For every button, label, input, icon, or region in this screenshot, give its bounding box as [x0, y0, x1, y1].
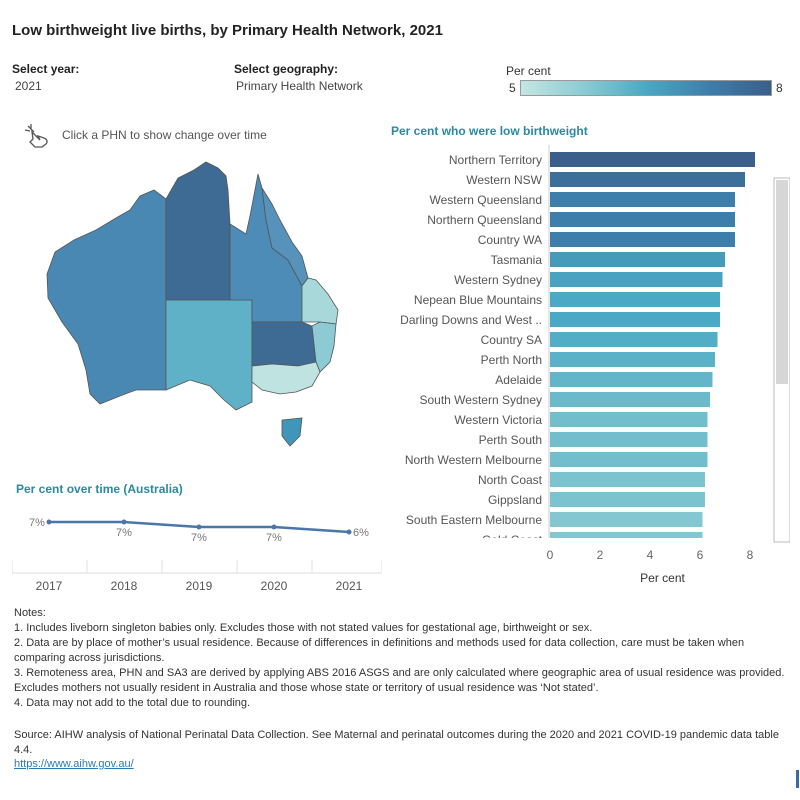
scrollbar-thumb[interactable] — [776, 180, 788, 384]
edge-marker — [796, 770, 799, 788]
bar-category-label: South Eastern Melbourne — [406, 513, 542, 527]
bar[interactable] — [550, 272, 723, 287]
bar[interactable] — [550, 192, 735, 207]
x-tick-label: 2 — [597, 548, 604, 562]
ts-data-label: 7% — [266, 532, 282, 544]
page-title: Low birthweight live births, by Primary … — [12, 22, 443, 39]
bar[interactable] — [550, 212, 735, 227]
legend-min-label: 5 — [509, 81, 516, 95]
hint-text: Click a PHN to show change over time — [62, 128, 267, 142]
bar[interactable] — [550, 312, 720, 327]
map-region-nsw-west[interactable] — [251, 321, 317, 367]
bar[interactable] — [550, 232, 735, 247]
bar[interactable] — [550, 492, 705, 507]
bar-category-label: Gippsland — [488, 493, 542, 507]
bar[interactable] — [550, 512, 703, 527]
map-region-nt[interactable] — [165, 161, 231, 301]
bar-category-label: Nepean Blue Mountains — [414, 293, 542, 307]
map-region-vic[interactable] — [251, 361, 321, 395]
bar-category-label: Western NSW — [466, 173, 542, 187]
note-item: 4. Data may not add to the total due to … — [14, 697, 251, 709]
notes: Notes: 1. Includes liveborn singleton ba… — [14, 606, 794, 711]
bar-category-label: North Western Melbourne — [405, 453, 543, 467]
ts-point[interactable] — [271, 524, 277, 530]
source-text: Source: AIHW analysis of National Perina… — [14, 729, 779, 756]
ts-data-label: 7% — [29, 517, 45, 529]
bar-chart-title: Per cent who were low birthweight — [391, 124, 588, 138]
ts-year-label: 2019 — [186, 579, 213, 593]
ts-data-label: 7% — [116, 527, 132, 539]
geography-filter-label: Select geography: — [234, 62, 339, 76]
bar[interactable] — [550, 152, 755, 167]
ts-year-label: 2021 — [336, 579, 363, 593]
bar-category-label: Country SA — [481, 333, 542, 347]
ts-point[interactable] — [46, 519, 52, 525]
bar-category-label: Darling Downs and West .. — [400, 313, 542, 327]
map-region-sa[interactable] — [165, 299, 253, 411]
year-filter-label: Select year: — [12, 62, 80, 76]
australia-phn-map[interactable] — [40, 150, 360, 450]
bar-category-label: Western Victoria — [454, 413, 542, 427]
geography-filter-select[interactable]: Primary Health Network — [236, 79, 363, 93]
note-item: 1. Includes liveborn singleton babies on… — [14, 622, 593, 634]
bar[interactable] — [550, 172, 745, 187]
bar-category-label: Tasmania — [491, 253, 543, 267]
bar-category-label: Northern Territory — [449, 153, 542, 167]
ts-year-label: 2020 — [261, 579, 288, 593]
legend-title: Per cent — [506, 64, 551, 78]
x-axis-label: Per cent — [640, 571, 685, 585]
bar[interactable] — [550, 432, 708, 447]
bar[interactable] — [550, 352, 715, 367]
bar[interactable] — [550, 412, 708, 427]
ts-year-label: 2017 — [36, 579, 63, 593]
x-tick-label: 6 — [697, 548, 704, 562]
notes-heading: Notes: — [14, 607, 46, 619]
bar[interactable] — [550, 372, 713, 387]
bar-category-label: Gold Coast — [482, 533, 543, 547]
bar[interactable] — [550, 532, 703, 547]
note-item: 2. Data are by place of mother’s usual r… — [14, 637, 745, 664]
bar[interactable] — [550, 392, 710, 407]
bar[interactable] — [550, 332, 718, 347]
bar-category-label: Adelaide — [495, 373, 542, 387]
x-tick-label: 4 — [647, 548, 654, 562]
bar[interactable] — [550, 292, 720, 307]
map-region-tas[interactable] — [281, 417, 303, 447]
bar-category-label: Northern Queensland — [427, 213, 542, 227]
x-tick-label: 0 — [547, 548, 554, 562]
map-region-wa[interactable] — [46, 189, 167, 405]
ts-year-label: 2018 — [111, 579, 138, 593]
ts-point[interactable] — [346, 529, 352, 535]
low-birthweight-bar-chart[interactable]: Northern Territory Western NSW Western Que… — [385, 145, 790, 595]
time-series-line-chart: 7% 7% 7% 7% 6% 2017 2018 2019 2020 2021 — [12, 517, 382, 593]
bar-category-label: Perth South — [479, 433, 542, 447]
bar-category-label: North Coast — [478, 473, 543, 487]
aihw-link[interactable]: https://www.aihw.gov.au/ — [14, 758, 134, 770]
ts-point[interactable] — [121, 519, 127, 525]
bar-category-label: Western Queensland — [429, 193, 542, 207]
legend-max-label: 8 — [776, 81, 783, 95]
note-item: 3. Remoteness area, PHN and SA3 are deri… — [14, 667, 785, 694]
ts-data-label: 7% — [191, 532, 207, 544]
hand-pointer-icon — [24, 124, 48, 148]
ts-point[interactable] — [196, 524, 202, 530]
bar-category-label: Perth North — [481, 353, 542, 367]
bar[interactable] — [550, 252, 725, 267]
bar-category-label: South Western Sydney — [419, 393, 542, 407]
map-region-qld-east[interactable] — [301, 277, 339, 325]
bar[interactable] — [550, 472, 705, 487]
ts-data-label: 6% — [353, 527, 369, 539]
bar-category-label: Western Sydney — [454, 273, 542, 287]
bar[interactable] — [550, 452, 708, 467]
x-tick-label: 8 — [747, 548, 754, 562]
color-legend-gradient — [520, 80, 772, 96]
bar-category-label: Country WA — [478, 233, 542, 247]
time-series-title: Per cent over time (Australia) — [16, 482, 183, 496]
year-filter-select[interactable]: 2021 — [15, 79, 42, 93]
